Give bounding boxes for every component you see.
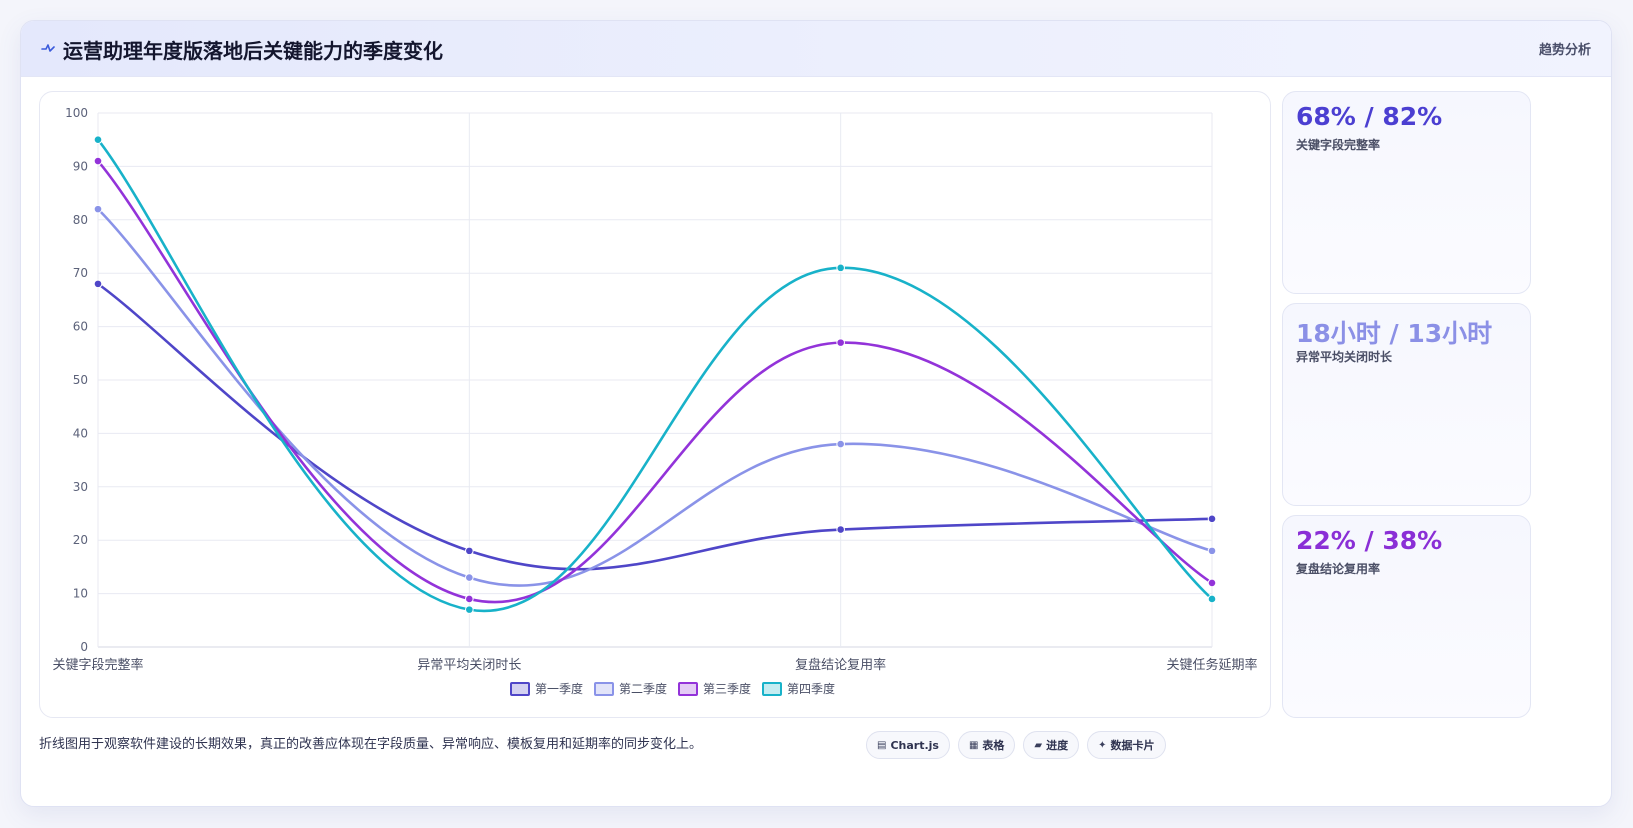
legend-swatch xyxy=(510,682,530,696)
data-point xyxy=(93,135,103,145)
legend-label: 第四季度 xyxy=(787,681,835,696)
y-tick-label: 10 xyxy=(73,587,88,601)
y-tick-label: 100 xyxy=(65,106,88,120)
kpi-label: 异常平均关闭时长 xyxy=(1296,350,1393,364)
legend-swatch xyxy=(762,682,782,696)
line-chart: 0 10 20 30 40 50 60 70 80 90 100 关键字段完整率 异常平均关闭时长 复盘结… xyxy=(52,106,1258,696)
legend-swatch xyxy=(678,682,698,696)
y-tick-label: 70 xyxy=(73,266,88,280)
legend-swatch xyxy=(594,682,614,696)
chart-panel: 0 10 20 30 40 50 60 70 80 90 100 关键字段完整率 异常平均关闭时长 复盘结… xyxy=(39,91,1271,718)
data-point xyxy=(836,439,845,449)
series-line xyxy=(96,138,1213,613)
report-card: 运营助理年度版落地后关键能力的季度变化 趋势分析 0 10 20 30 40 50 60 70… xyxy=(20,20,1612,807)
chip-progress[interactable]: ▰ 进度 xyxy=(1023,731,1080,759)
data-point xyxy=(836,338,845,347)
chart-footnote: 折线图用于观察软件建设的长期效果，真正的改善应体现在字段质量、异常响应、模板复用… xyxy=(39,737,703,752)
chip-table[interactable]: ▦ 表格 xyxy=(957,731,1016,759)
y-tick-label: 40 xyxy=(73,426,88,440)
trend-analysis-tag: 趋势分析 xyxy=(1538,43,1591,58)
chip-label: Chart.js xyxy=(890,738,939,752)
series-line xyxy=(97,208,1213,587)
data-point xyxy=(1207,514,1217,524)
kpi-label: 关键字段完整率 xyxy=(1296,138,1381,152)
chip-label: 表格 xyxy=(982,739,1005,752)
data-point xyxy=(93,156,103,166)
data-point xyxy=(465,605,474,614)
kpi-value: 22% / 38% xyxy=(1296,526,1443,555)
y-tick-label: 60 xyxy=(73,320,88,334)
pulse-icon xyxy=(41,44,55,52)
kpi-card-field-completeness: 68% / 82% 关键字段完整率 xyxy=(1282,91,1531,294)
x-tick-label: 关键任务延期率 xyxy=(1166,657,1257,673)
chart-icon: ▤ xyxy=(877,739,887,751)
data-point xyxy=(836,525,845,534)
data-point xyxy=(1207,578,1217,588)
x-tick-label: 关键字段完整率 xyxy=(52,657,143,673)
y-tick-label: 0 xyxy=(80,640,88,654)
legend-label: 第三季度 xyxy=(703,681,751,696)
series-line xyxy=(97,160,1213,604)
data-point xyxy=(93,279,103,289)
chip-chartjs[interactable]: ▤ Chart.js xyxy=(866,731,950,759)
y-tick-label: 30 xyxy=(73,480,88,494)
tech-chips: ▤ Chart.js ▦ 表格 ▰ 进度 ✦ 数据卡片 xyxy=(866,731,1166,759)
chip-label: 进度 xyxy=(1046,739,1069,752)
legend-label: 第一季度 xyxy=(535,681,583,696)
y-tick-label: 80 xyxy=(73,213,88,227)
data-point xyxy=(465,594,474,604)
x-tick-label: 异常平均关闭时长 xyxy=(417,658,521,673)
chip-data-card[interactable]: ✦ 数据卡片 xyxy=(1087,731,1166,759)
kpi-card-review-reuse-rate: 22% / 38% 复盘结论复用率 xyxy=(1282,515,1531,718)
data-point xyxy=(836,263,845,273)
table-icon: ▦ xyxy=(968,739,979,751)
page-title: 运营助理年度版落地后关键能力的季度变化 xyxy=(63,39,443,63)
progress-icon: ▰ xyxy=(1034,739,1043,751)
data-point xyxy=(465,573,474,582)
series-line xyxy=(97,282,1213,571)
legend-label: 第二季度 xyxy=(619,681,667,696)
kpi-card-exception-close-time: 18小时 / 13小时 异常平均关闭时长 xyxy=(1282,303,1531,506)
kpi-label: 复盘结论复用率 xyxy=(1296,562,1381,576)
data-point xyxy=(1207,594,1217,604)
data-point xyxy=(93,204,103,214)
kpi-value: 68% / 82% xyxy=(1296,102,1443,131)
card-header: 运营助理年度版落地后关键能力的季度变化 趋势分析 xyxy=(21,21,1611,77)
x-tick-label: 复盘结论复用率 xyxy=(795,657,886,673)
y-tick-label: 50 xyxy=(73,373,88,387)
kpi-value: 18小时 / 13小时 xyxy=(1296,319,1493,348)
chip-label: 数据卡片 xyxy=(1110,739,1155,752)
data-point xyxy=(465,546,474,556)
y-tick-label: 90 xyxy=(73,159,88,173)
y-tick-label: 20 xyxy=(73,533,88,547)
data-point xyxy=(1207,546,1217,556)
sparkle-icon: ✦ xyxy=(1098,739,1107,751)
